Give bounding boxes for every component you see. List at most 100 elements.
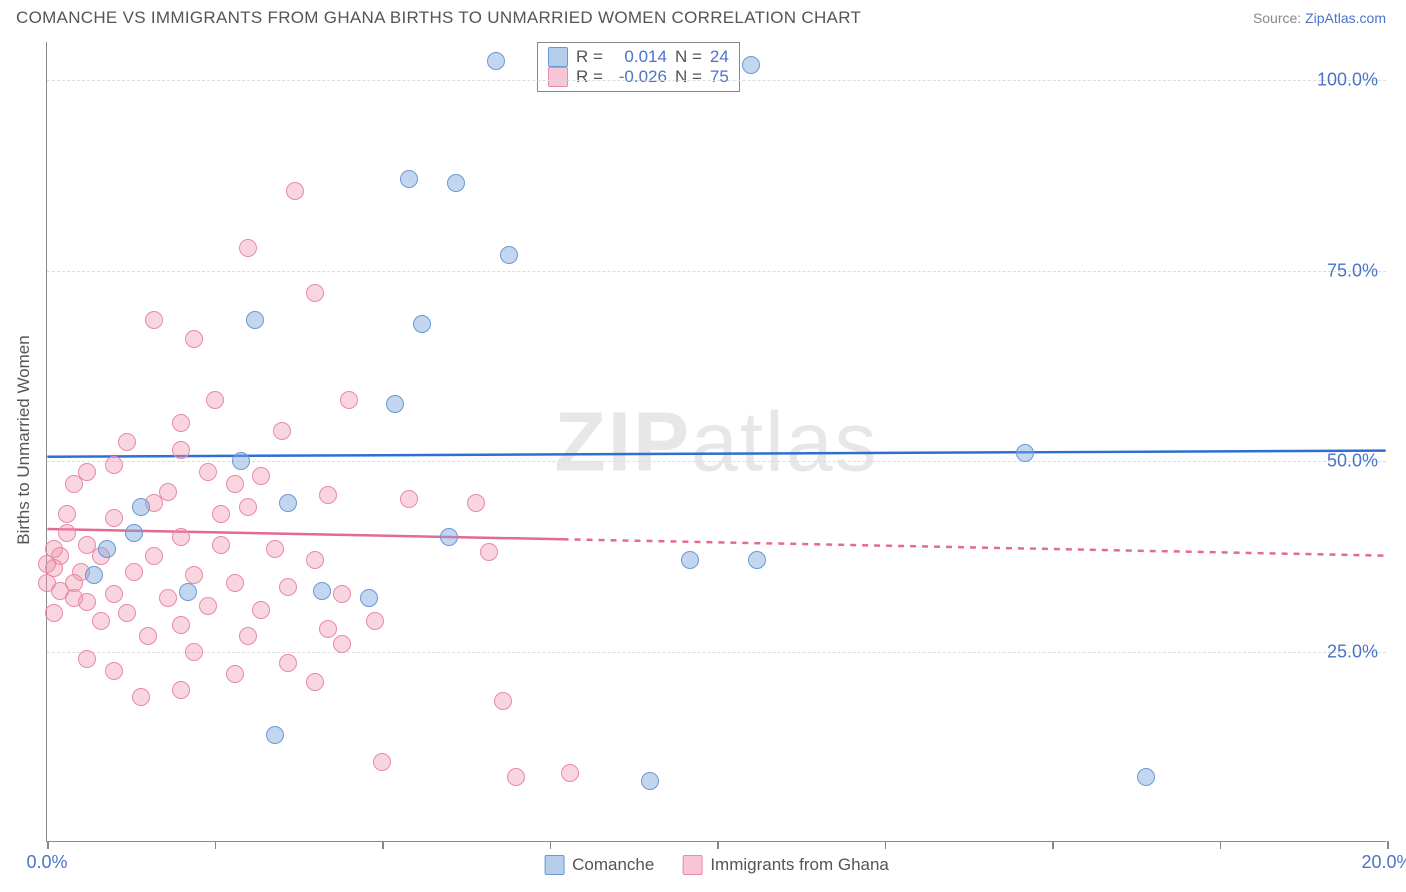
data-point	[145, 311, 163, 329]
n-value: 24	[710, 47, 729, 67]
x-tick	[47, 841, 49, 849]
legend-stats: R = 0.014 N = 24 R = -0.026 N = 75	[537, 42, 740, 92]
data-point	[139, 627, 157, 645]
watermark: ZIPatlas	[554, 393, 878, 490]
data-point	[1137, 768, 1155, 786]
data-point	[279, 494, 297, 512]
data-point	[266, 726, 284, 744]
data-point	[413, 315, 431, 333]
chart-plot-area: ZIPatlas R = 0.014 N = 24 R = -0.026 N =…	[46, 42, 1386, 842]
swatch-icon	[548, 47, 568, 67]
data-point	[480, 543, 498, 561]
y-tick-label: 75.0%	[1327, 260, 1378, 281]
data-point	[159, 589, 177, 607]
data-point	[98, 540, 116, 558]
data-point	[319, 620, 337, 638]
data-point	[58, 505, 76, 523]
data-point	[185, 330, 203, 348]
data-point	[306, 673, 324, 691]
data-point	[266, 540, 284, 558]
legend-stats-row-ghana: R = -0.026 N = 75	[548, 67, 729, 87]
data-point	[507, 768, 525, 786]
data-point	[125, 524, 143, 542]
data-point	[199, 597, 217, 615]
r-label: R =	[576, 67, 603, 87]
swatch-icon	[682, 855, 702, 875]
data-point	[360, 589, 378, 607]
data-point	[226, 574, 244, 592]
source-label: Source:	[1253, 10, 1305, 26]
source-link[interactable]: ZipAtlas.com	[1305, 10, 1386, 26]
data-point	[105, 509, 123, 527]
legend-series: Comanche Immigrants from Ghana	[544, 855, 889, 875]
data-point	[118, 604, 136, 622]
watermark-bold: ZIP	[554, 394, 691, 488]
data-point	[386, 395, 404, 413]
x-tick	[1387, 841, 1389, 849]
grid-line	[47, 80, 1386, 81]
x-tick	[885, 841, 887, 849]
data-point	[239, 239, 257, 257]
source: Source: ZipAtlas.com	[1253, 10, 1386, 26]
data-point	[400, 170, 418, 188]
data-point	[279, 654, 297, 672]
data-point	[373, 753, 391, 771]
data-point	[239, 627, 257, 645]
data-point	[132, 498, 150, 516]
data-point	[252, 601, 270, 619]
data-point	[252, 467, 270, 485]
legend-stats-row-comanche: R = 0.014 N = 24	[548, 47, 729, 67]
n-label: N =	[675, 67, 702, 87]
data-point	[179, 583, 197, 601]
data-point	[681, 551, 699, 569]
data-point	[172, 441, 190, 459]
y-tick-label: 50.0%	[1327, 451, 1378, 472]
data-point	[172, 528, 190, 546]
data-point	[1016, 444, 1034, 462]
legend-label: Comanche	[572, 855, 654, 875]
swatch-icon	[544, 855, 564, 875]
data-point	[306, 551, 324, 569]
x-tick	[717, 841, 719, 849]
r-value: -0.026	[611, 67, 667, 87]
data-point	[641, 772, 659, 790]
x-tick	[550, 841, 552, 849]
data-point	[226, 475, 244, 493]
data-point	[199, 463, 217, 481]
swatch-icon	[548, 67, 568, 87]
data-point	[319, 486, 337, 504]
data-point	[212, 505, 230, 523]
data-point	[132, 688, 150, 706]
legend-label: Immigrants from Ghana	[710, 855, 889, 875]
data-point	[333, 585, 351, 603]
y-axis-label: Births to Unmarried Women	[14, 335, 34, 544]
data-point	[447, 174, 465, 192]
data-point	[125, 563, 143, 581]
data-point	[45, 604, 63, 622]
data-point	[92, 612, 110, 630]
data-point	[232, 452, 250, 470]
y-tick-label: 25.0%	[1327, 641, 1378, 662]
data-point	[340, 391, 358, 409]
data-point	[172, 616, 190, 634]
n-label: N =	[675, 47, 702, 67]
grid-line	[47, 652, 1386, 653]
trend-lines	[47, 42, 1386, 841]
data-point	[226, 665, 244, 683]
data-point	[58, 524, 76, 542]
data-point	[145, 547, 163, 565]
r-value: 0.014	[611, 47, 667, 67]
data-point	[105, 585, 123, 603]
data-point	[440, 528, 458, 546]
chart-title: COMANCHE VS IMMIGRANTS FROM GHANA BIRTHS…	[16, 8, 861, 28]
data-point	[333, 635, 351, 653]
data-point	[85, 566, 103, 584]
data-point	[206, 391, 224, 409]
x-tick-label: 0.0%	[26, 852, 67, 873]
data-point	[185, 566, 203, 584]
x-tick	[1052, 841, 1054, 849]
data-point	[105, 662, 123, 680]
data-point	[65, 589, 83, 607]
data-point	[561, 764, 579, 782]
data-point	[65, 475, 83, 493]
